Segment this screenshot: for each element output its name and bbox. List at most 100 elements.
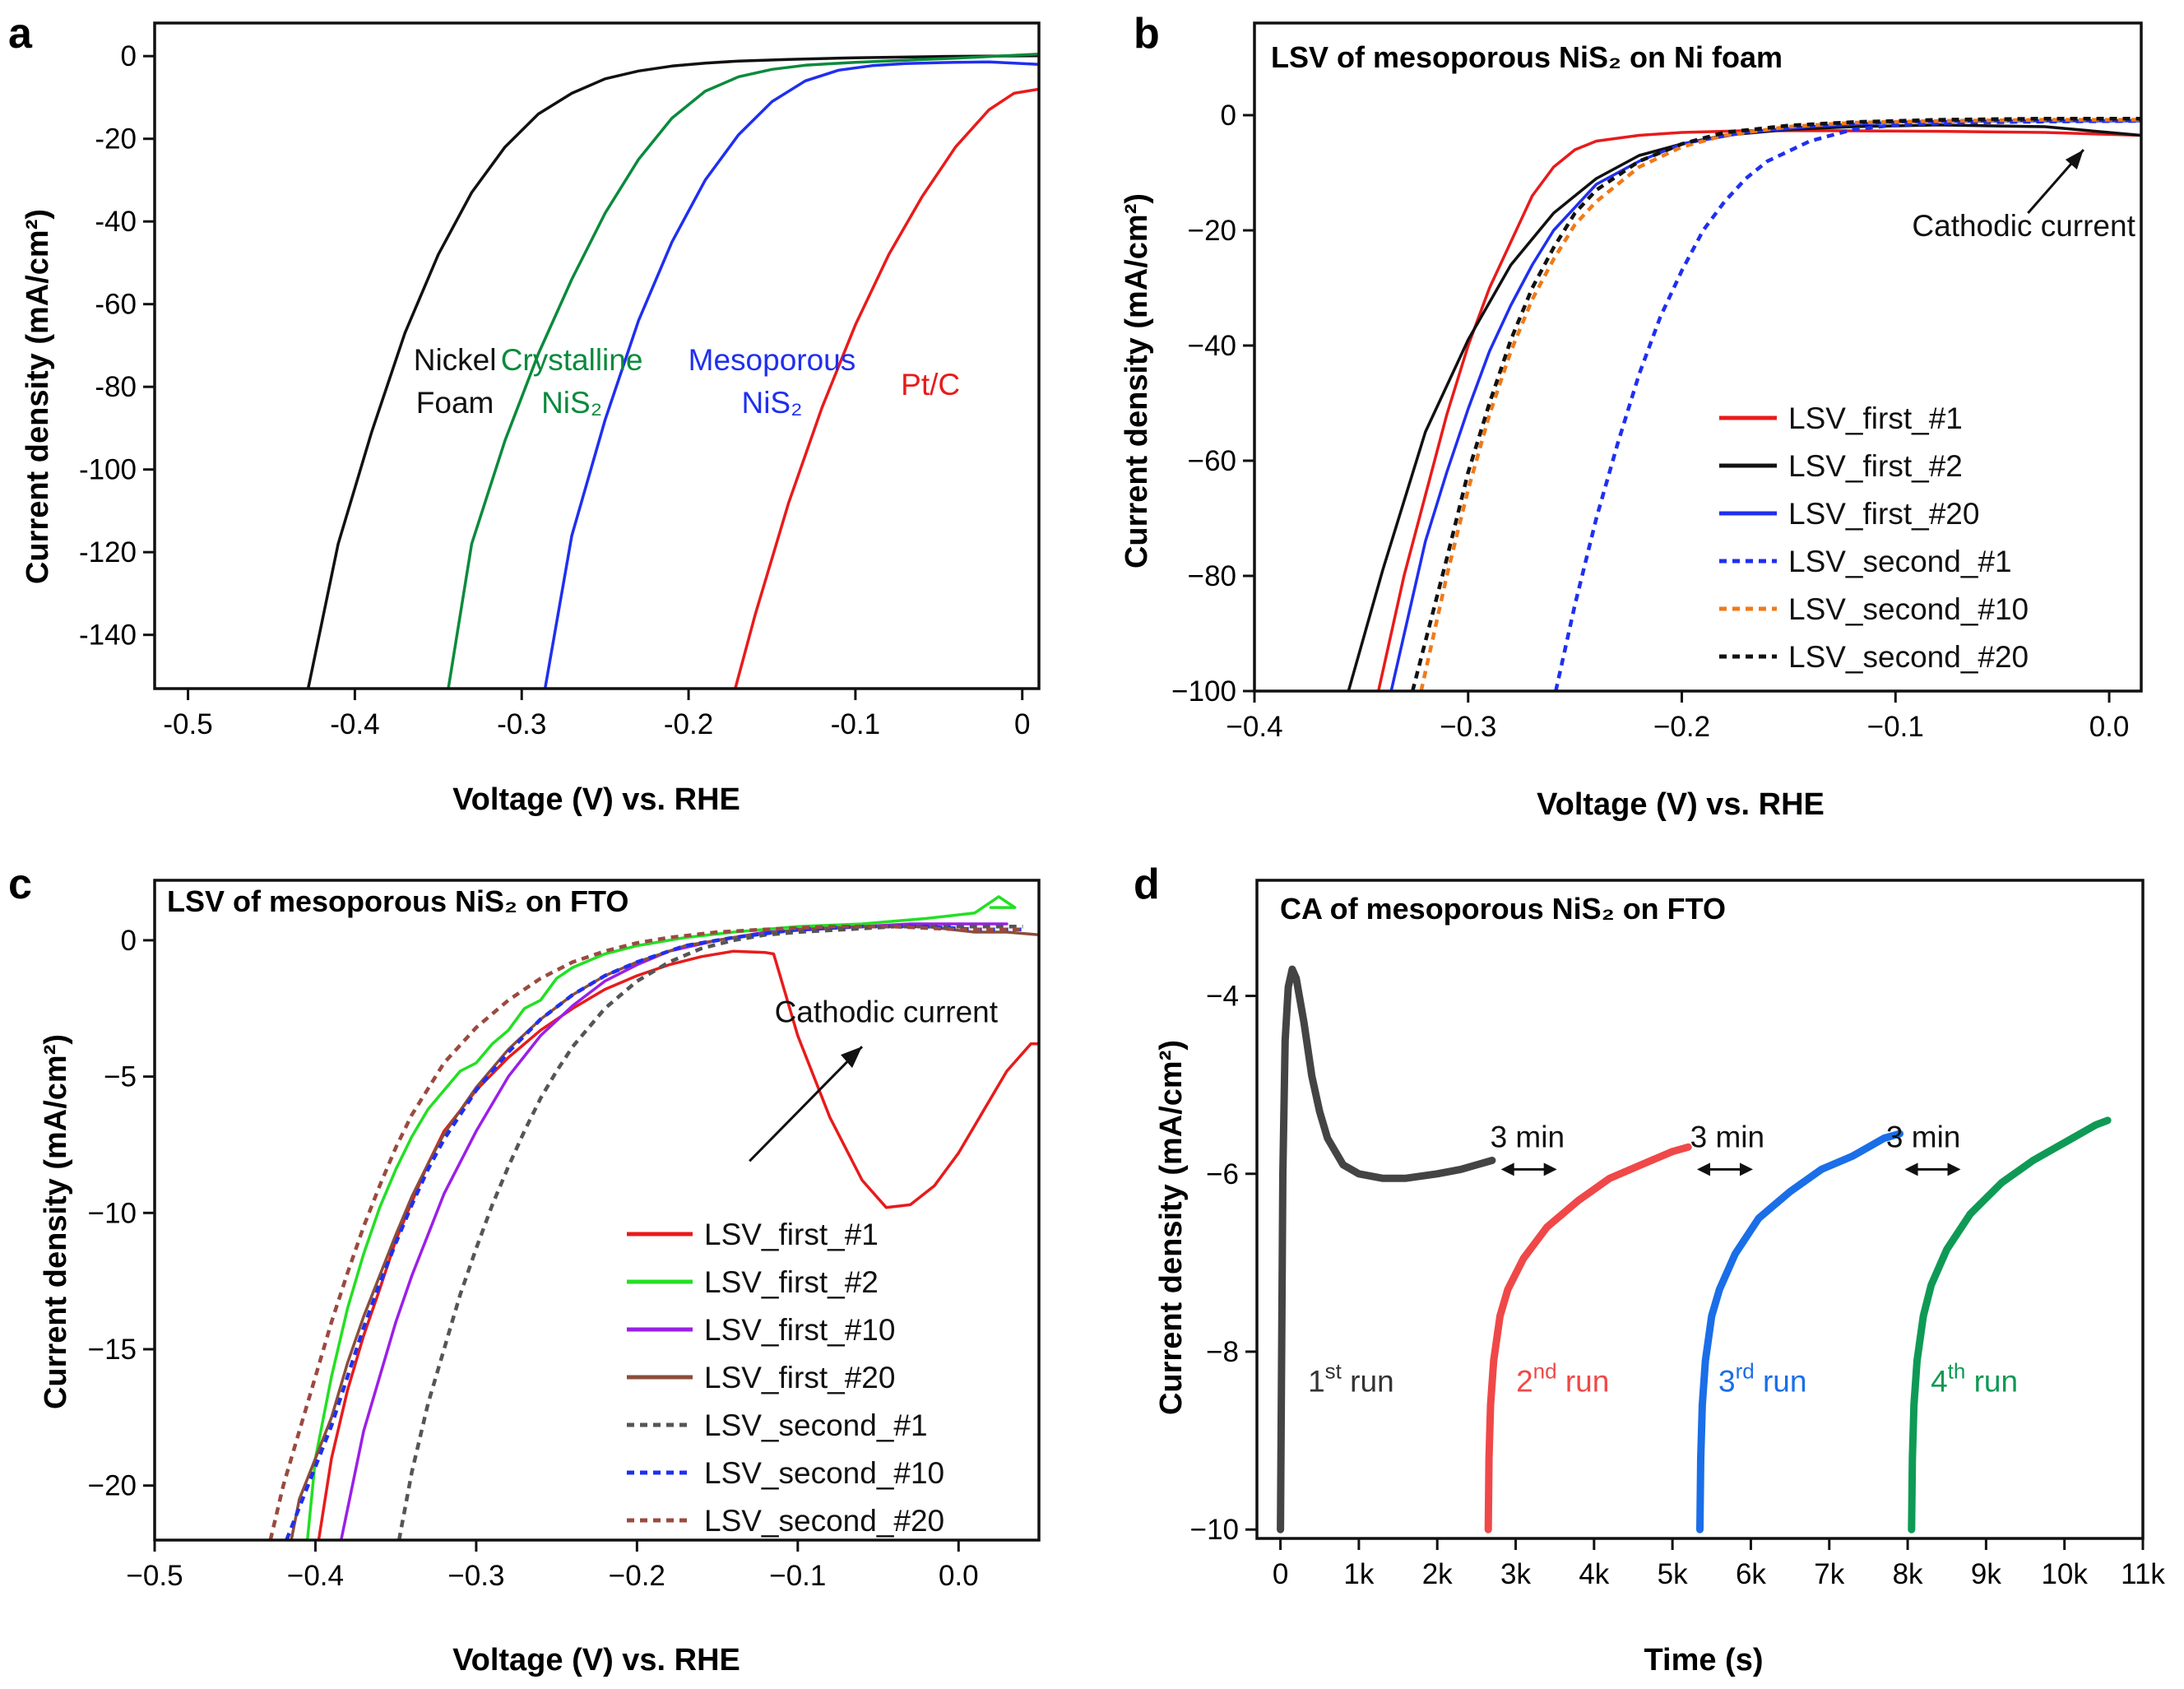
panel-b-series-group	[1347, 116, 2141, 691]
panel-a-series-group	[306, 52, 1039, 689]
arrowhead-gap-left-3	[1904, 1162, 1918, 1176]
x-tick-label-d: 9k	[1971, 1558, 2001, 1590]
panel-b-frame	[1253, 21, 2143, 693]
panel-b-ylabel: Current density (mA/cm²)	[1120, 193, 1154, 568]
panel-d-ylabel: Current density (mA/cm²)	[1154, 1040, 1189, 1415]
annotation-nickel-foam: Nickel	[414, 343, 497, 377]
arrowhead-gap-left-2	[1696, 1162, 1710, 1176]
panel-c-ylabel: Current density (mA/cm²)	[39, 1034, 73, 1409]
y-tick-label-b: −40	[1188, 330, 1236, 362]
y-tick-label-a: -80	[95, 371, 137, 403]
panel-d-plot: 0 1k 2k 3k 4k 5k 6k 7k 8k 9k 10k 11k −4 −6 −8 −10 3 min 3…	[1190, 879, 2165, 1590]
panel-b-plot: −0.4 −0.3 −0.2 −0.1 0.0 0 −20 −40 −60 −80 −100 LSV_…	[1171, 21, 2143, 743]
panel-a: a -0.5 -0.4 -0.3 -0.2 -0.1 0 0 -20 -40 -60 -80 -100…	[8, 10, 1041, 817]
y-tick-label-a: 0	[121, 40, 137, 72]
x-tick-label-a: -0.2	[664, 708, 713, 740]
x-tick-label-d: 11k	[2121, 1558, 2165, 1590]
series-line-c-lsv-first-2	[305, 895, 1017, 1540]
legend-label-b-lsv-first-1: LSV_first_#1	[1788, 401, 1963, 435]
annotation-run2: 2nd run	[1516, 1359, 1609, 1399]
legend-label-b-lsv-second-20: LSV_second_#20	[1788, 640, 2029, 674]
panel-c-letter: c	[8, 861, 32, 908]
y-tick-label-a: -100	[79, 454, 137, 486]
panel-a-letter: a	[8, 10, 33, 58]
x-tick-label-a: -0.1	[831, 708, 880, 740]
legend-label-b-lsv-first-20: LSV_first_#20	[1788, 497, 1979, 531]
y-tick-label-b: −80	[1188, 560, 1236, 592]
series-line-b-lsv-second-1	[1554, 118, 2141, 691]
x-tick-label-d: 1k	[1343, 1558, 1374, 1590]
panel-c-series-group	[268, 895, 1039, 1540]
y-tick-label-c: 0	[121, 925, 137, 957]
x-tick-label-c: −0.2	[609, 1560, 665, 1592]
annotation-gap3: 3 min	[1886, 1120, 1960, 1153]
panel-c-frame	[153, 879, 1041, 1542]
x-tick-label-d: 3k	[1500, 1558, 1531, 1590]
y-tick-label-a: -20	[95, 123, 137, 155]
x-tick-label-d: 8k	[1893, 1558, 1923, 1590]
x-tick-label-d: 10k	[2041, 1558, 2088, 1590]
panel-b-legend: LSV_first_#1 LSV_first_#2 LSV_first_#20 LSV…	[1719, 401, 2029, 674]
panel-c: c −0.5 −0.4 −0.3 −0.2 −0.1 0.0 0 −5 −10 −15 −20 LSV…	[8, 861, 1041, 1677]
arrowhead-cathodic-b	[2065, 150, 2084, 169]
panel-b-xlabel: Voltage (V) vs. RHE	[1537, 787, 1825, 822]
x-tick-label-d: 2k	[1422, 1558, 1453, 1590]
panel-a-xlabel: Voltage (V) vs. RHE	[452, 782, 740, 817]
annotation-mesoporous: Mesoporous	[689, 343, 856, 377]
annotation-run4: 4th run	[1931, 1359, 2018, 1399]
x-tick-label-a: -0.4	[330, 708, 379, 740]
arrowhead-gap-right-1	[1543, 1162, 1557, 1176]
x-tick-label-a: -0.3	[497, 708, 546, 740]
panel-d: d 0 1k 2k 3k 4k 5k 6k 7k 8k 9k 10k 11k −4 −6 −8 −10 3 mi…	[1134, 861, 2165, 1677]
annotation-ptc: Pt/C	[901, 368, 960, 401]
y-tick-label-a: -60	[95, 289, 137, 321]
legend-label-b-lsv-first-2: LSV_first_#2	[1788, 449, 1963, 483]
series-line-d-4th-run	[1908, 1116, 2112, 1534]
y-tick-label-b: −100	[1171, 675, 1236, 708]
x-tick-label-d: 4k	[1579, 1558, 1609, 1590]
x-tick-label-c: −0.4	[287, 1560, 344, 1592]
series-line-d-2nd-run	[1484, 1143, 1692, 1534]
x-tick-label-d: 0	[1273, 1558, 1288, 1590]
legend-label-c-lsv-first-10: LSV_first_#10	[704, 1313, 895, 1347]
y-tick-label-d: −6	[1206, 1158, 1239, 1190]
legend-label-b-lsv-second-1: LSV_second_#1	[1788, 545, 2012, 578]
panel-b: b −0.4 −0.3 −0.2 −0.1 0.0 0 −20 −40 −60 −80 −100 LS…	[1120, 10, 2143, 822]
panel-c-legend: LSV_first_#1 LSV_first_#2 LSV_first_#10 LSV…	[627, 1218, 944, 1538]
legend-label-c-lsv-first-2: LSV_first_#2	[704, 1265, 879, 1299]
series-line-c-lsv-first-1	[317, 949, 1039, 1540]
x-tick-label-b: −0.4	[1226, 711, 1282, 743]
legend-label-c-lsv-second-1: LSV_second_#1	[704, 1408, 928, 1442]
y-tick-label-b: −20	[1188, 215, 1236, 247]
annotation-gap2: 3 min	[1690, 1120, 1764, 1153]
x-tick-label-b: 0.0	[2089, 711, 2130, 743]
series-line-a-nickel-foam	[306, 53, 1039, 689]
series-line-b-lsv-second-20	[1411, 116, 2141, 691]
panel-d-letter: d	[1134, 861, 1160, 908]
legend-label-c-lsv-second-20: LSV_second_#20	[704, 1504, 944, 1538]
legend-label-c-lsv-first-20: LSV_first_#20	[704, 1361, 895, 1394]
x-tick-label-d: 7k	[1814, 1558, 1844, 1590]
y-tick-label-c: −20	[88, 1470, 137, 1502]
legend-label-b-lsv-second-10: LSV_second_#10	[1788, 592, 2029, 626]
panel-a-plot: -0.5 -0.4 -0.3 -0.2 -0.1 0 0 -20 -40 -60 -80 -100 -1…	[79, 21, 1041, 740]
x-tick-label-a: -0.5	[163, 708, 212, 740]
x-tick-label-c: 0.0	[939, 1560, 979, 1592]
x-tick-label-b: −0.2	[1653, 711, 1710, 743]
series-line-b-lsv-second-10	[1419, 118, 2141, 691]
x-tick-label-a: 0	[1014, 708, 1030, 740]
x-tick-label-b: −0.3	[1440, 711, 1496, 743]
annotation-nickel-foam: Foam	[416, 386, 494, 420]
panel-c-title: LSV of mesoporous NiS₂ on FTO	[167, 884, 628, 918]
x-tick-label-b: −0.1	[1867, 711, 1924, 743]
y-tick-label-a: -140	[79, 619, 137, 652]
y-tick-label-d: −10	[1190, 1514, 1239, 1546]
y-tick-label-c: −5	[104, 1061, 137, 1093]
panel-a-frame	[153, 21, 1041, 690]
panel-a-ylabel: Current density (mA/cm²)	[21, 209, 55, 584]
y-tick-label-d: −8	[1206, 1336, 1239, 1368]
panel-d-series-group	[1277, 965, 2112, 1534]
annotation-gap1: 3 min	[1491, 1120, 1565, 1153]
series-line-d-3rd-run	[1696, 1130, 1903, 1534]
annotation-mesoporous: NiS₂	[741, 386, 802, 420]
